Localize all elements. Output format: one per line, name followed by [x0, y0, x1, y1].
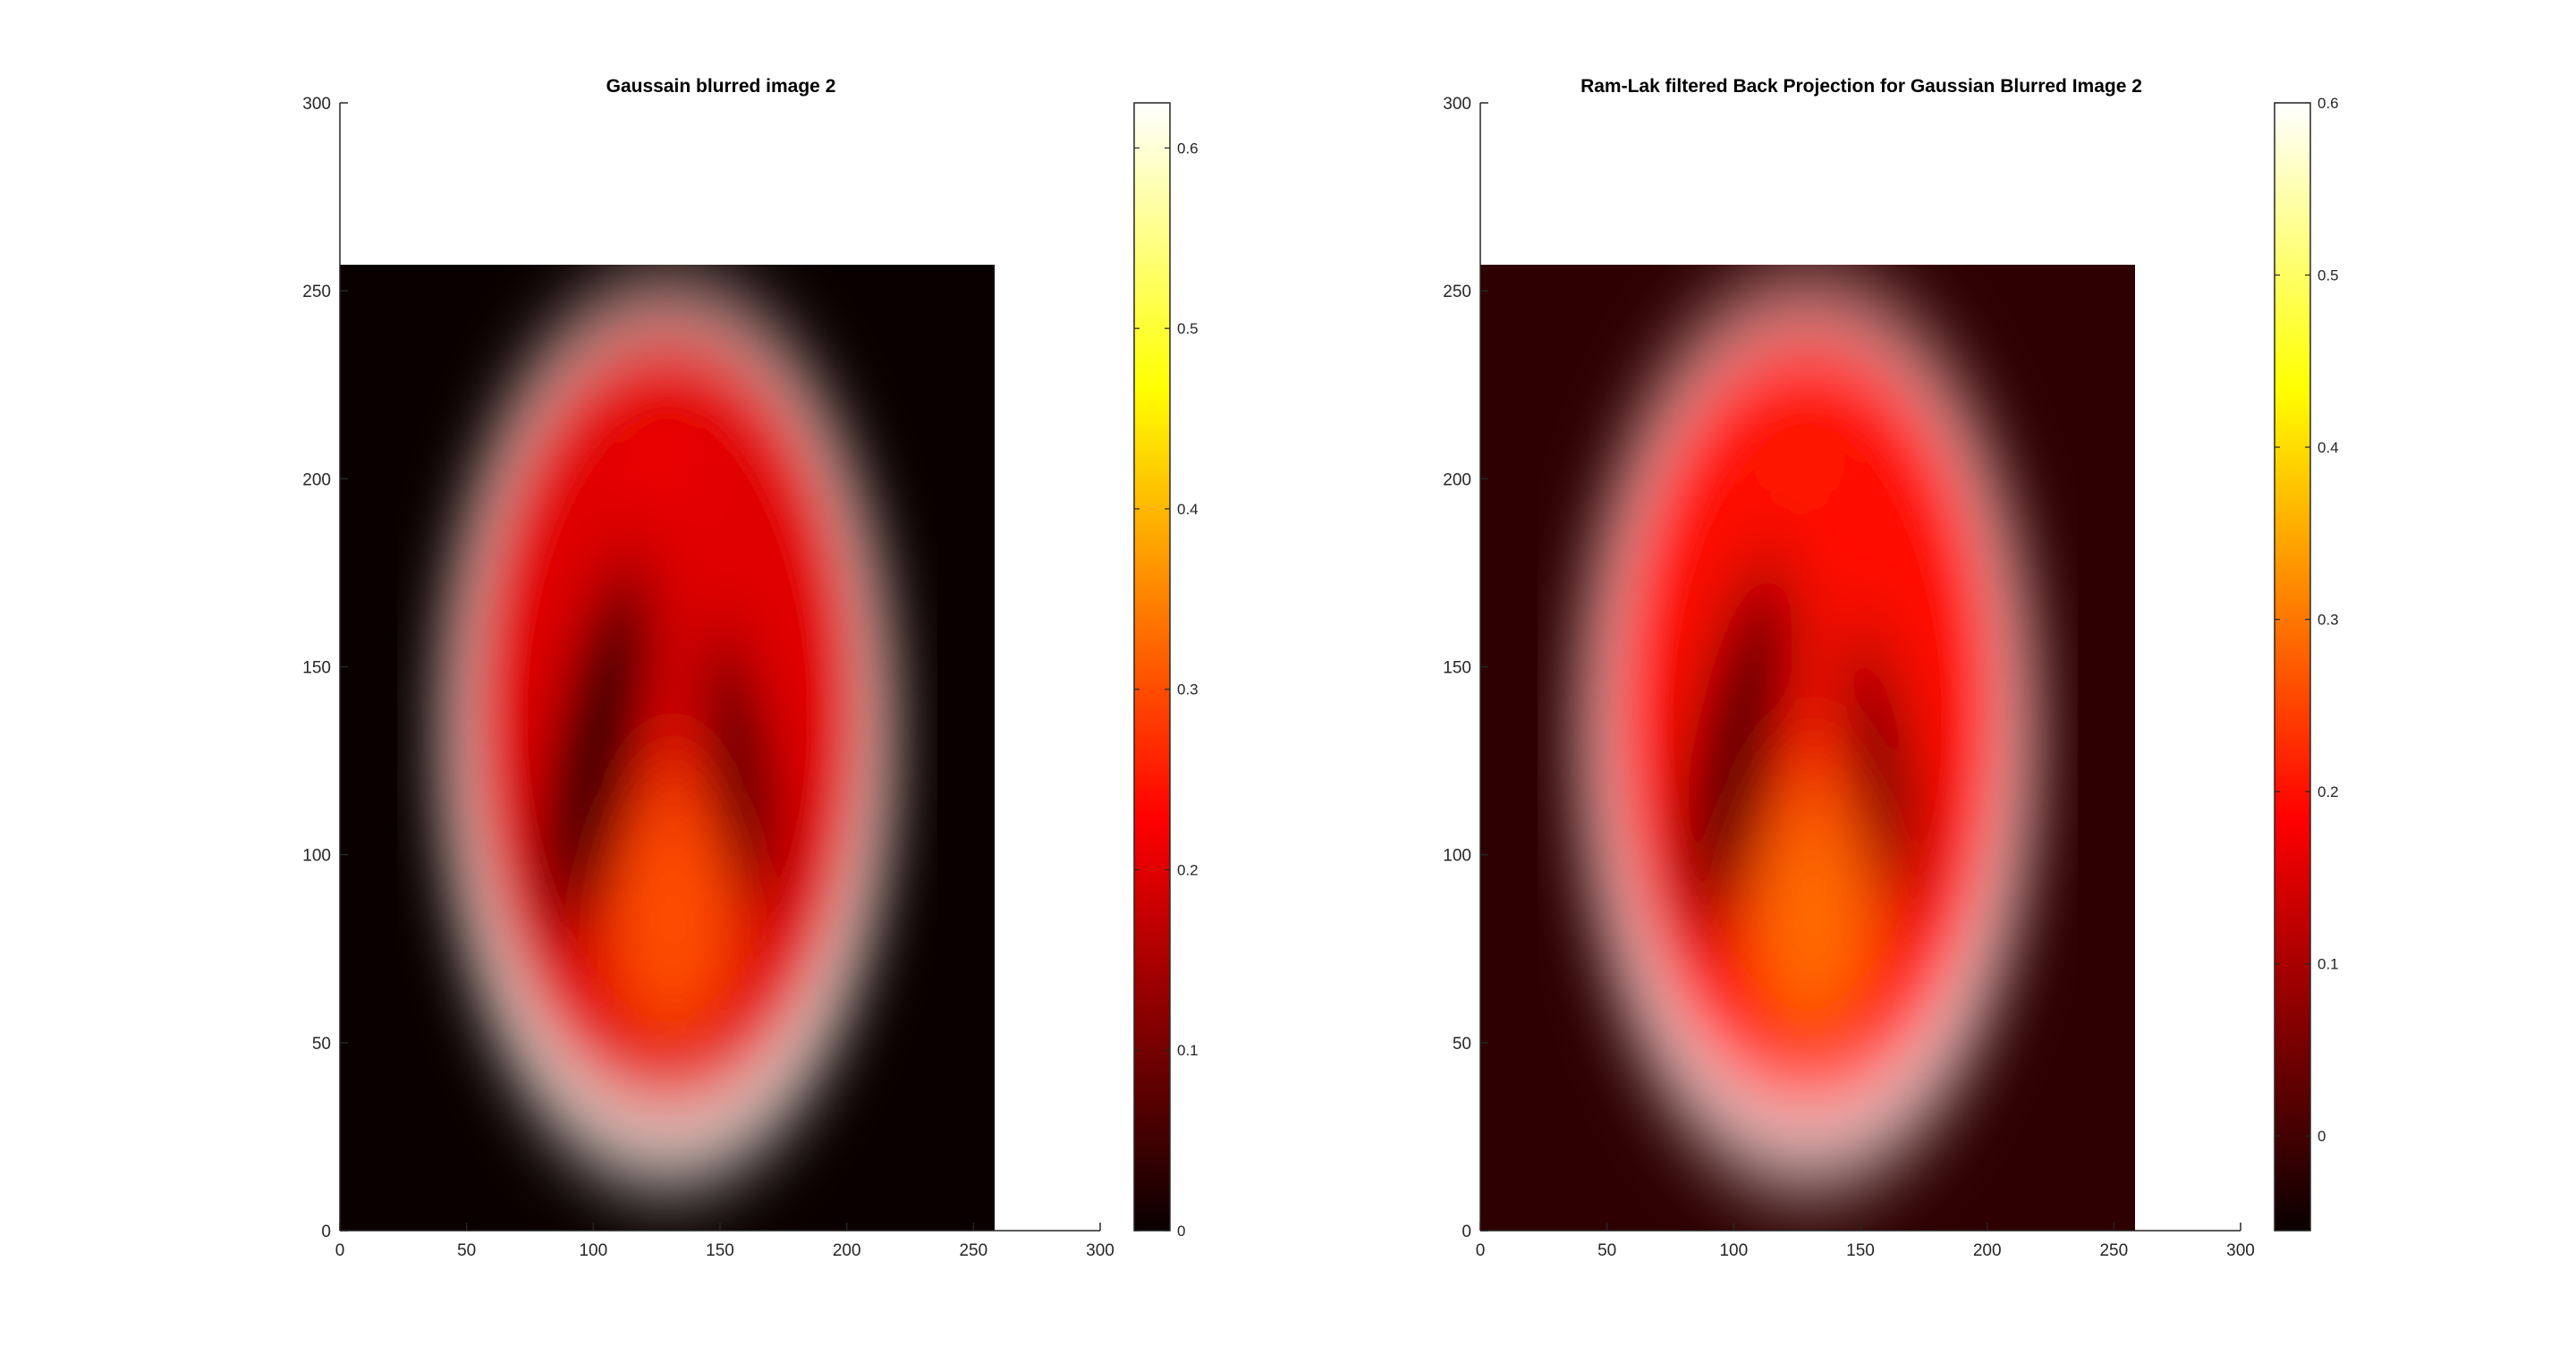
colorbar-tick-label: 0.4: [2318, 439, 2339, 456]
colorbar-tick-label: 0: [1177, 1223, 1185, 1240]
x-tick-label: 300: [1086, 1241, 1114, 1260]
right-colorbar-ticks: 0 0.1 0.2 0.3 0.4 0.5 0.6: [2275, 95, 2339, 1145]
y-tick-label: 250: [302, 283, 331, 301]
y-tick-label: 100: [302, 847, 331, 866]
colorbar-tick-label: 0.1: [2318, 956, 2339, 973]
left-lobe: [538, 560, 653, 935]
colorbar-tick-label: 0.4: [1177, 501, 1199, 518]
colorbar-tick-label: 0.5: [2318, 267, 2339, 284]
y-tick-label: 150: [1443, 659, 1471, 678]
top-spot: [1774, 430, 1826, 477]
x-tick-label: 0: [335, 1241, 345, 1260]
right-heatmap-image: [1480, 265, 2135, 1231]
right-lobe: [1843, 628, 1920, 905]
left-heatmap-image: [340, 265, 995, 1231]
x-tick-label: 250: [2099, 1241, 2128, 1260]
colorbar-tick-label: 0.6: [1177, 140, 1199, 157]
colorbar-tick-label: 0.2: [2318, 783, 2339, 800]
y-tick-label: 200: [302, 470, 331, 489]
right-colorbar: [2275, 103, 2310, 1231]
central-spot-neck: [651, 770, 693, 876]
right-chart-title: Ram-Lak filtered Back Projection for Gau…: [1580, 76, 2142, 97]
y-tick-label: 50: [1453, 1035, 1471, 1054]
central-spot-neck: [1792, 770, 1834, 876]
left-chart-title: Gaussain blurred image 2: [606, 76, 836, 97]
colorbar-tick-label: 0: [2318, 1128, 2326, 1145]
colorbar-tick-label: 0.6: [2318, 95, 2339, 112]
central-spot: [615, 808, 729, 1035]
x-tick-label: 100: [579, 1241, 607, 1260]
left-colorbar: [1134, 103, 1170, 1231]
y-tick-label: 250: [1443, 283, 1471, 301]
y-tick-label: 200: [1443, 470, 1471, 489]
colorbar-tick-label: 0.3: [1177, 682, 1199, 698]
colorbar-tick-label: 0.5: [1177, 320, 1199, 337]
colorbar-tick-label: 0.2: [1177, 861, 1199, 878]
x-tick-label: 0: [1476, 1241, 1486, 1260]
colorbar-tick-label: 0.3: [2318, 612, 2339, 629]
colorbar-tick-label: 0.1: [1177, 1042, 1199, 1059]
x-tick-label: 50: [457, 1241, 476, 1260]
y-tick-label: 150: [302, 659, 331, 678]
left-colorbar-frame: [1133, 102, 1171, 1232]
right-panel: Ram-Lak filtered Back Projection for Gau…: [1443, 76, 2338, 1260]
x-tick-label: 200: [833, 1241, 861, 1260]
x-tick-label: 300: [2226, 1241, 2255, 1260]
x-tick-label: 150: [706, 1241, 734, 1260]
central-spot: [1756, 808, 1869, 1035]
top-spot: [633, 430, 686, 477]
left-panel: Gaussain blurred image 2 0 50 100 150 200 250…: [302, 76, 1198, 1260]
x-tick-label: 50: [1597, 1241, 1616, 1260]
right-colorbar-frame: [2274, 102, 2311, 1232]
x-tick-label: 250: [959, 1241, 987, 1260]
left-lobe: [1679, 560, 1793, 935]
right-lobe: [703, 628, 780, 905]
y-tick-label: 50: [312, 1035, 331, 1054]
y-tick-label: 0: [1462, 1223, 1471, 1241]
left-colorbar-ticks: 0 0.1 0.2 0.3 0.4 0.5 0.6: [1134, 140, 1199, 1240]
right-axes: 0 50 100 150 200 250 300 0 50 100 150 200 250 300: [1443, 95, 2255, 1260]
x-tick-label: 100: [1719, 1241, 1748, 1260]
left-axes: 0 50 100 150 200 250 300 0 50 100 150 200 250 300: [302, 95, 1114, 1260]
x-tick-label: 200: [1973, 1241, 2002, 1260]
y-tick-label: 300: [1443, 95, 1471, 114]
x-tick-label: 150: [1846, 1241, 1875, 1260]
y-tick-label: 0: [321, 1223, 331, 1241]
y-tick-label: 100: [1443, 847, 1471, 866]
y-tick-label: 300: [302, 95, 331, 114]
